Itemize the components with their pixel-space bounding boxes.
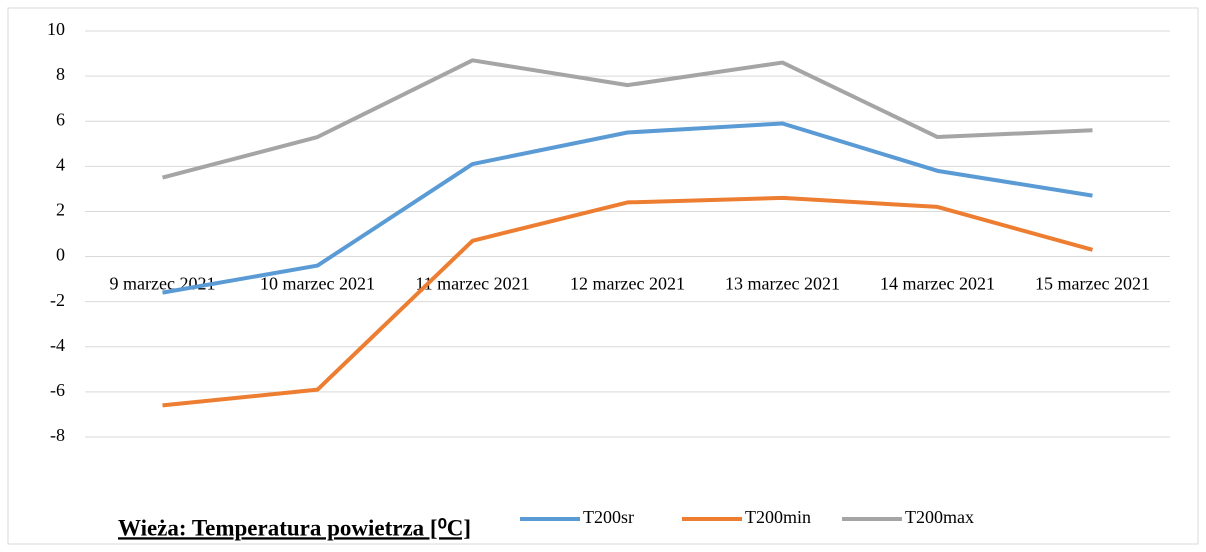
y-tick-label: -2 — [50, 290, 65, 310]
series-line — [162, 121, 1093, 295]
x-tick-label: 13 marzec 2021 — [725, 274, 840, 294]
y-tick-label: 8 — [56, 64, 65, 84]
series-line — [162, 195, 1094, 408]
y-tick-label: 2 — [56, 200, 65, 220]
y-tick-label: -4 — [50, 335, 65, 355]
x-tick-label: 15 marzec 2021 — [1035, 274, 1150, 294]
x-tick-label: 14 marzec 2021 — [880, 274, 995, 294]
y-tick-label: 0 — [56, 245, 65, 265]
x-tick-label: 12 marzec 2021 — [570, 274, 685, 294]
y-tick-label: 6 — [56, 109, 65, 129]
chart-frame — [7, 7, 1199, 545]
legend-label: T200min — [745, 507, 811, 527]
legend-label: T200sr — [583, 507, 634, 527]
y-tick-label: -8 — [50, 425, 65, 445]
y-tick-label: 10 — [47, 19, 65, 39]
y-tick-label: 4 — [56, 154, 65, 174]
chart-title: Wieża: Temperatura powietrza [⁰C] — [118, 515, 471, 540]
legend-label: T200max — [905, 507, 974, 527]
x-tick-label: 11 marzec 2021 — [415, 274, 529, 294]
x-tick-label: 10 marzec 2021 — [260, 274, 375, 294]
y-tick-label: -6 — [50, 380, 65, 400]
series-line — [161, 58, 1093, 180]
